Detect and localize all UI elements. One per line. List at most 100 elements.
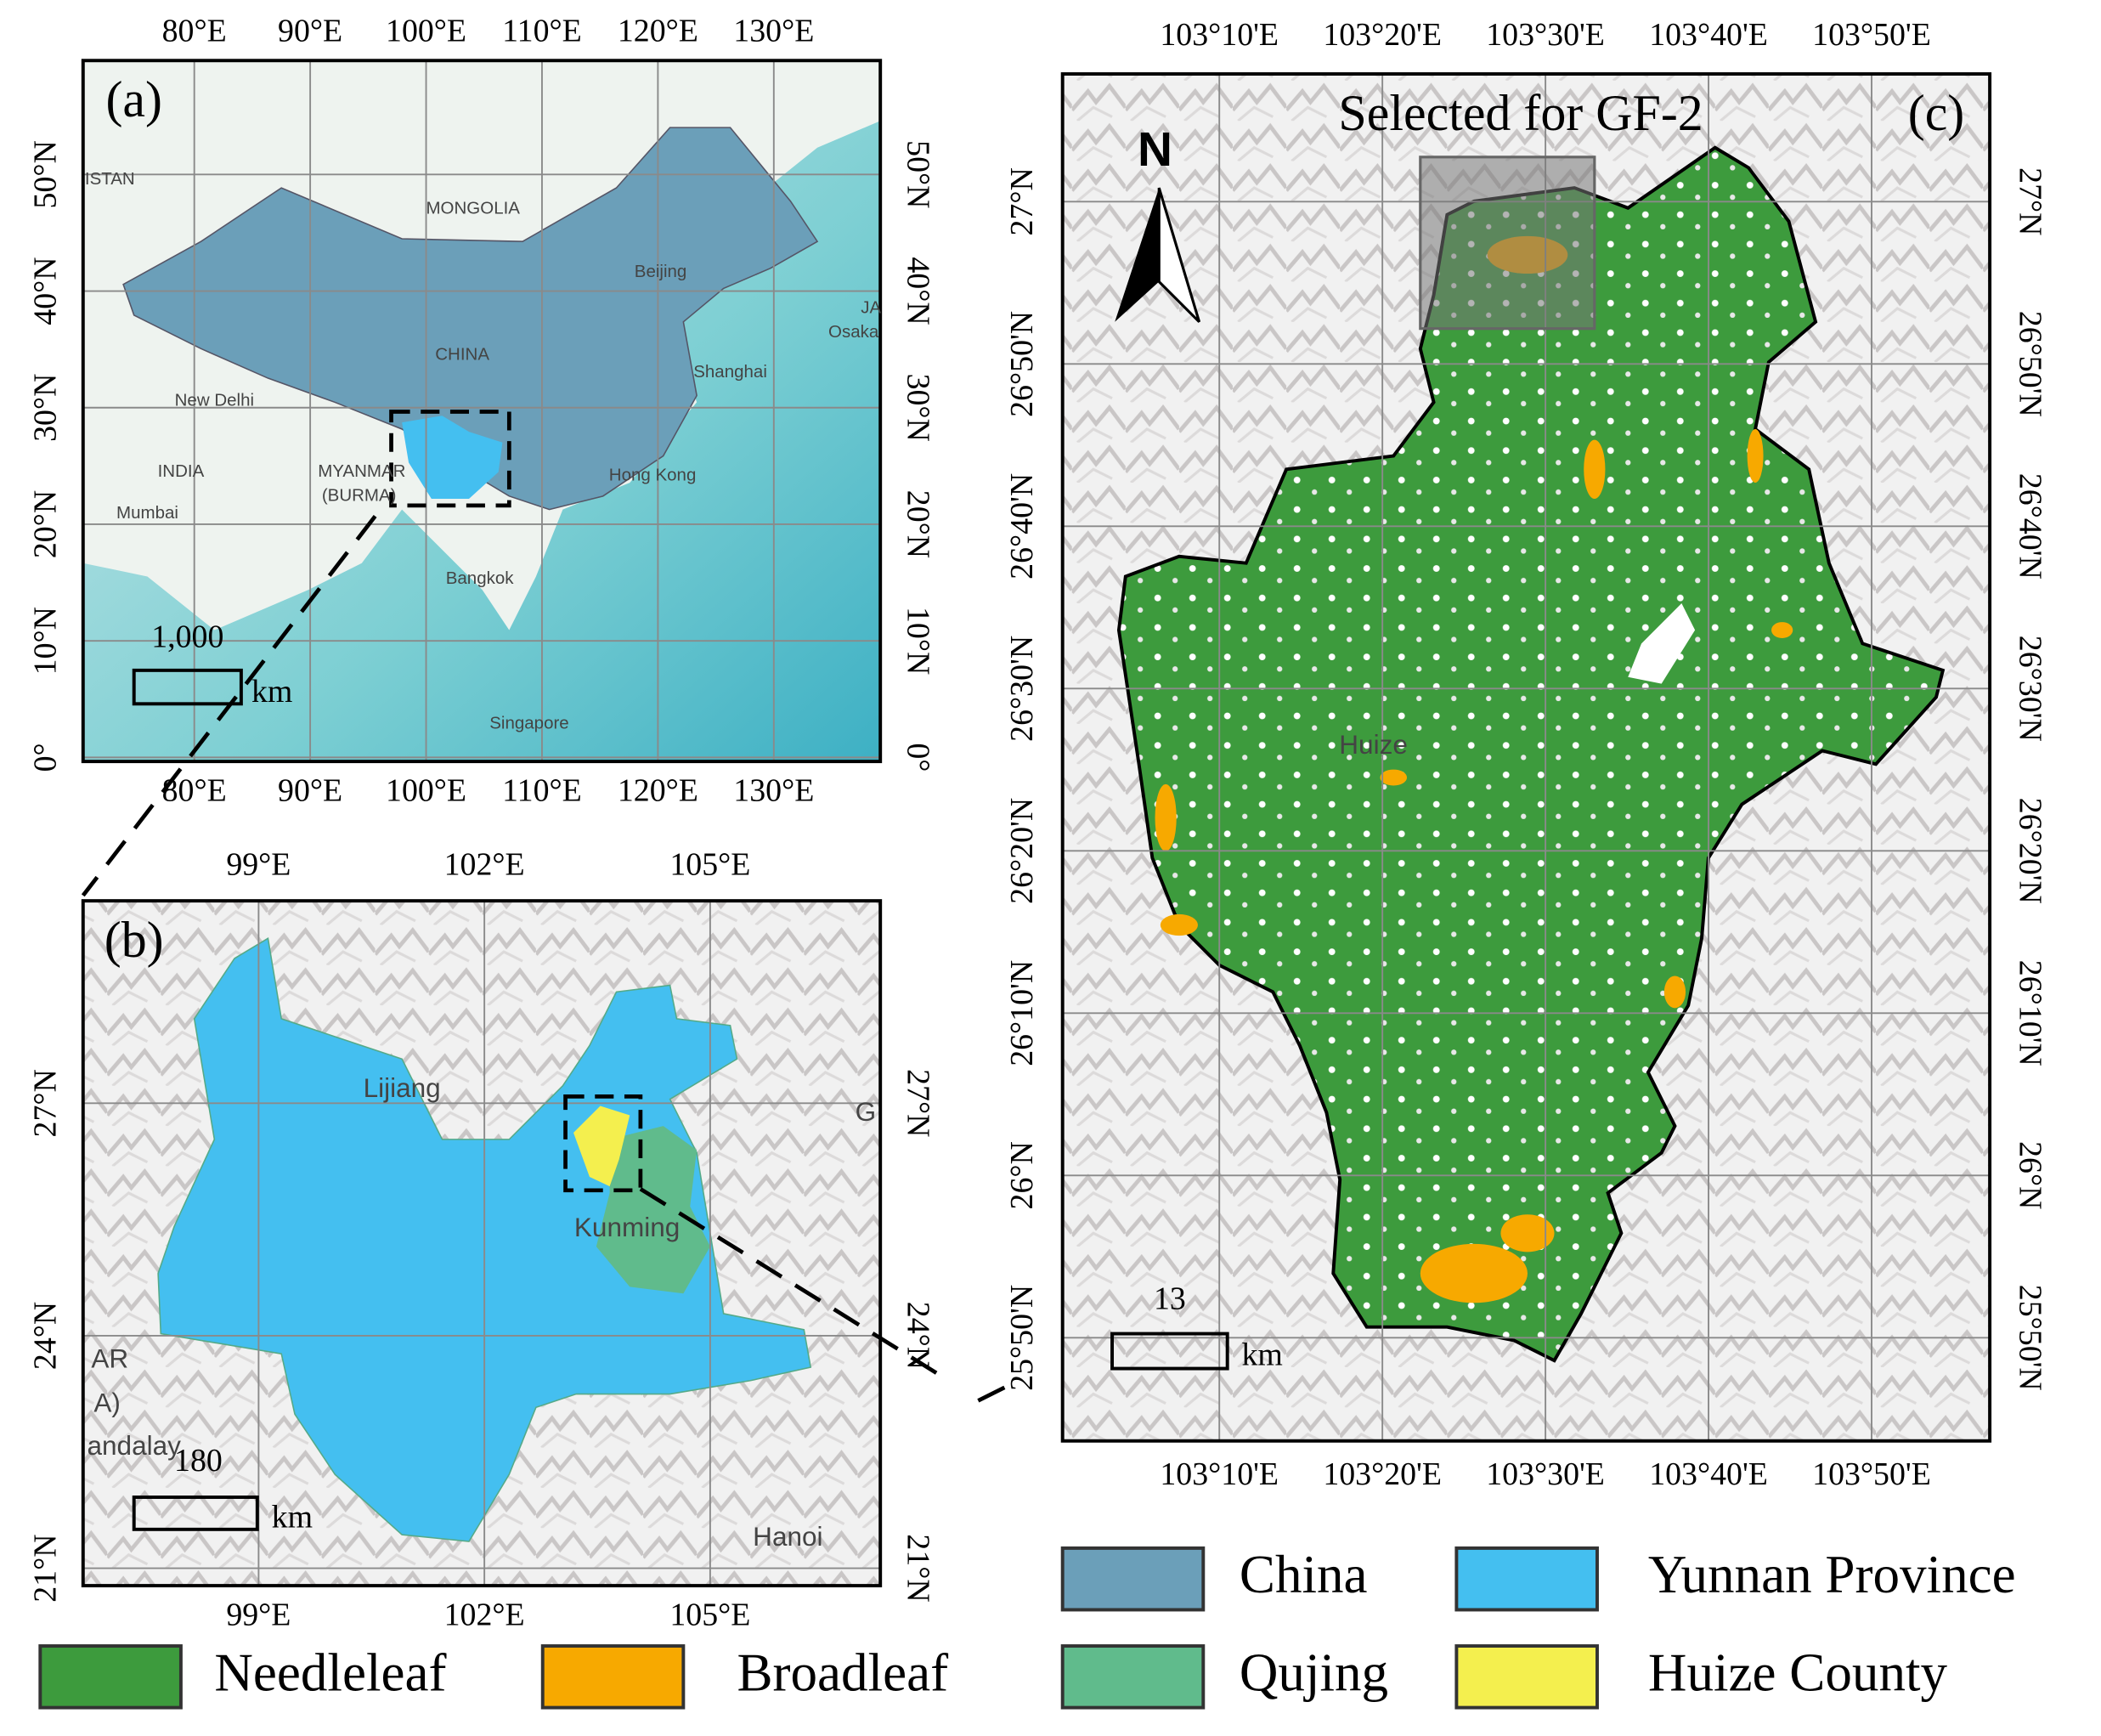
x-tick-label: 90°E <box>278 773 342 809</box>
scale-unit: km <box>1242 1337 1283 1373</box>
x-tick-label: 100°E <box>386 773 466 809</box>
place-label: Singapore <box>489 713 568 732</box>
inset-box <box>563 1094 643 1193</box>
legend-swatch <box>38 1644 183 1710</box>
y-tick-label: 26°40'N <box>1004 473 1040 580</box>
x-tick-label: 105°E <box>669 1597 750 1633</box>
y-tick-label: 10°N <box>27 607 63 675</box>
x-tick-label: 102°E <box>444 1597 525 1633</box>
y-tick-label: 0° <box>901 743 936 772</box>
y-tick-label: 24°N <box>901 1302 936 1370</box>
y-tick-label: 26°20'N <box>1004 798 1040 904</box>
x-tick-label: 103°20'E <box>1323 1456 1442 1492</box>
legend-label: Yunnan Province <box>1648 1545 2016 1604</box>
place-label: Osaka <box>828 322 879 342</box>
selection-title: Selected for GF-2 <box>1338 85 1703 141</box>
panel-frame <box>81 899 883 1588</box>
scale-bar <box>132 668 243 706</box>
place-label: Shanghai <box>693 362 767 382</box>
place-label: Hanoi <box>753 1521 822 1552</box>
y-tick-label: 30°N <box>901 374 936 442</box>
panel-a <box>81 59 883 764</box>
scale-unit: km <box>272 1499 313 1535</box>
place-label: INDIA <box>158 461 205 481</box>
y-tick-label: 24°N <box>27 1302 63 1370</box>
scale-value: 1,000 <box>151 619 223 654</box>
panel-b <box>81 899 883 1588</box>
legend-swatch <box>1454 1546 1599 1612</box>
panel-frame <box>81 59 883 764</box>
place-label: Bangkok <box>446 568 515 588</box>
place-label: JA <box>861 297 881 317</box>
y-tick-label: 50°N <box>27 140 63 208</box>
scale-unit: km <box>251 674 292 710</box>
panel-label: (b) <box>104 912 164 968</box>
y-tick-label: 27°N <box>27 1069 63 1137</box>
place-label: Huize <box>1339 729 1408 760</box>
y-tick-label: 40°N <box>27 257 63 325</box>
legend-swatch <box>1060 1546 1206 1612</box>
x-tick-label: 120°E <box>618 773 698 809</box>
x-tick-label: 130°E <box>733 13 814 48</box>
place-label: MONGOLIA <box>426 199 520 218</box>
x-tick-label: 130°E <box>733 773 814 809</box>
y-tick-label: 26°30'N <box>2013 636 2048 742</box>
panel-label: (a) <box>105 71 162 127</box>
y-tick-label: 27°N <box>2013 167 2048 235</box>
x-tick-label: 102°E <box>444 846 525 882</box>
place-label: A) <box>93 1387 121 1417</box>
x-tick-label: 110°E <box>502 773 582 809</box>
y-tick-label: 26°30'N <box>1004 636 1040 742</box>
scale-bar <box>1110 1332 1229 1371</box>
x-tick-label: 99°E <box>226 1597 291 1633</box>
x-tick-label: 90°E <box>278 13 342 48</box>
scale-value: 180 <box>174 1443 223 1479</box>
china-region <box>122 127 819 511</box>
y-tick-label: 26°N <box>2013 1141 2048 1209</box>
x-tick-label: 103°10'E <box>1160 1456 1279 1492</box>
y-tick-label: 26°50'N <box>2013 311 2048 417</box>
x-tick-label: 100°E <box>386 13 466 48</box>
qujing-region <box>596 1126 710 1294</box>
north-label: N <box>1138 123 1172 177</box>
x-tick-label: 103°10'E <box>1160 17 1279 53</box>
x-tick-label: 103°20'E <box>1323 17 1442 53</box>
x-tick-label: 105°E <box>669 846 750 882</box>
connector <box>977 1385 1006 1403</box>
x-tick-label: 80°E <box>162 773 227 809</box>
place-label: G <box>856 1096 877 1127</box>
y-tick-label: 25°50'N <box>2013 1285 2048 1391</box>
y-tick-label: 27°N <box>901 1069 936 1137</box>
huize-forest <box>1116 145 1946 1363</box>
x-tick-label: 120°E <box>618 13 698 48</box>
x-tick-label: 103°30'E <box>1486 1456 1605 1492</box>
legend-swatch <box>1454 1644 1599 1710</box>
y-tick-label: 40°N <box>901 257 936 325</box>
gf2-selection <box>1419 156 1596 331</box>
y-tick-label: 26°10'N <box>2013 960 2048 1066</box>
huize-region <box>573 1105 630 1187</box>
connector <box>81 515 377 897</box>
y-tick-label: 27°N <box>1004 167 1040 235</box>
legend-label: Huize County <box>1648 1643 1948 1702</box>
place-label: Beijing <box>635 262 687 281</box>
place-label: Mumbai <box>116 503 178 523</box>
scale-value: 13 <box>1154 1281 1186 1316</box>
yunnan-region <box>402 416 503 499</box>
x-tick-label: 110°E <box>502 13 582 48</box>
place-label: New Delhi <box>175 390 254 410</box>
y-tick-label: 0° <box>27 743 63 772</box>
y-tick-label: 10°N <box>901 607 936 675</box>
place-label: Hong Kong <box>609 466 697 485</box>
y-tick-label: 26°50'N <box>1004 311 1040 417</box>
y-tick-label: 26°20'N <box>2013 798 2048 904</box>
legend-swatch <box>540 1644 686 1710</box>
y-tick-label: 30°N <box>27 374 63 442</box>
inset-box <box>389 410 511 508</box>
x-tick-label: 103°50'E <box>1812 1456 1931 1492</box>
panel-c: N Selected for GF-2 <box>1060 72 1992 1443</box>
place-label: ISTAN <box>85 169 135 189</box>
y-tick-label: 20°N <box>27 490 63 558</box>
